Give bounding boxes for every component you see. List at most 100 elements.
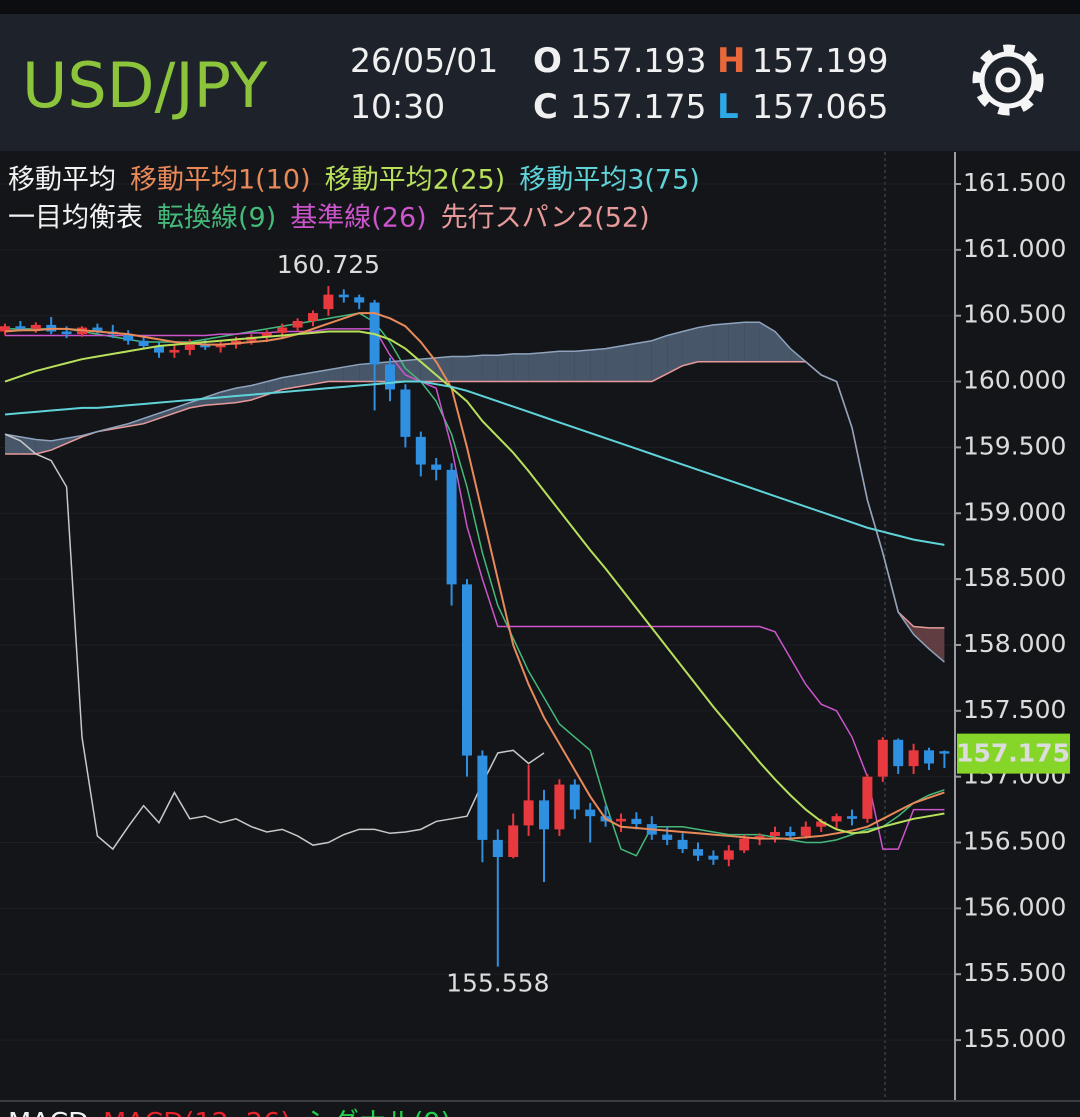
candle-body [939, 751, 950, 754]
y-tick-label: 156.000 [963, 892, 1066, 921]
candle-body [862, 776, 873, 819]
cloud-segment [282, 374, 298, 390]
cloud-segment [297, 372, 313, 387]
ichimoku-line [4, 433, 545, 851]
candle-body [569, 784, 580, 810]
ichimoku-line [5, 361, 945, 629]
candle-body [184, 344, 195, 350]
cloud-segment [698, 324, 714, 362]
y-tick-label: 159.000 [963, 497, 1066, 526]
cloud-segment [143, 413, 159, 424]
cloud-segment [528, 352, 544, 382]
low-annotation: 155.558 [446, 969, 549, 998]
cloud-segment [51, 438, 67, 451]
moving-average-line [4, 380, 945, 546]
y-tick-label: 155.000 [963, 1024, 1066, 1053]
candle-body [123, 334, 134, 341]
date: 26/05/01 [350, 41, 498, 80]
cloud-segment [236, 385, 252, 403]
cloud-segment [313, 369, 329, 385]
candle-body [708, 855, 719, 860]
y-tick-label: 158.000 [963, 629, 1066, 658]
cloud-segment [574, 349, 591, 382]
cloud-segment [174, 402, 190, 414]
y-tick-label: 161.000 [963, 234, 1066, 263]
candle-body [785, 831, 796, 836]
plot-area [0, 183, 955, 1041]
cloud-segment [605, 345, 621, 382]
cloud-segment [20, 436, 36, 454]
moving-average-legend-entry: 移動平均1(10) [130, 165, 311, 196]
y-tick-label: 160.000 [963, 366, 1066, 395]
candle-body [169, 349, 180, 353]
cloud-segment [436, 356, 452, 382]
candle-body [400, 389, 411, 437]
cloud-segment [913, 626, 929, 649]
candle-body [446, 469, 457, 585]
candle-body [30, 324, 41, 329]
candle-body [893, 739, 904, 767]
cloud-segment [590, 348, 606, 382]
candle-body [292, 320, 303, 328]
gear-ring [979, 51, 1037, 109]
candle-body [908, 750, 919, 767]
candle-body [831, 816, 842, 822]
candle-body [539, 800, 549, 830]
cloud-segment [636, 340, 652, 382]
status-strip [0, 0, 1080, 14]
ichimoku-legend-title: 一目均衡表 [8, 203, 143, 234]
gear-hub [995, 67, 1021, 93]
candle-body [739, 838, 750, 851]
candle-body [554, 784, 565, 830]
candle-body [585, 809, 596, 817]
candle-body [338, 294, 349, 298]
open-letter: O [533, 41, 562, 81]
symbol: USD/JPY [22, 49, 268, 122]
candle-body [662, 834, 673, 840]
candle-body [877, 739, 888, 777]
ichimoku-line [5, 328, 945, 850]
candle-body [723, 850, 734, 860]
candle-body [15, 326, 26, 329]
cloud-segment [451, 356, 467, 382]
cloud-segment [728, 322, 745, 362]
candle-body [61, 331, 72, 335]
close-value: 157.175 [570, 87, 706, 126]
macd-legend-entry: MACD(12, 26) [103, 1108, 291, 1117]
cloud-segment [159, 407, 175, 419]
candle-body [816, 821, 827, 827]
candle-body [354, 297, 365, 303]
price-tag-label: 157.175 [956, 739, 1070, 768]
cloud-segment [713, 323, 729, 362]
settings-button[interactable] [972, 44, 1044, 116]
candle-body [693, 849, 703, 856]
candle-body [462, 584, 472, 756]
candle-body [0, 326, 10, 332]
gear-teeth [972, 44, 1044, 116]
candle-body [308, 313, 318, 321]
candle-body [92, 327, 103, 332]
y-tick-label: 155.500 [963, 958, 1066, 987]
cloud-segment [420, 357, 437, 382]
moving-average-line [4, 330, 945, 835]
cloud-segment [497, 353, 514, 382]
high-letter: H [717, 41, 745, 81]
y-tick-label: 159.500 [963, 431, 1066, 460]
y-tick-label: 161.500 [963, 168, 1066, 197]
candle-body [215, 344, 226, 348]
cloud-segment [775, 331, 791, 362]
candle-body [415, 436, 426, 465]
cloud-segment [759, 322, 775, 362]
candle-body [631, 818, 642, 825]
cloud-segment [359, 363, 375, 382]
cloud-segment [343, 364, 360, 382]
y-tick-label: 157.500 [963, 695, 1066, 724]
cloud-segment [929, 627, 945, 663]
price-tag [957, 733, 1070, 774]
moving-average-legend-title: 移動平均 [8, 165, 116, 196]
candle-body [616, 818, 626, 822]
cloud-segment [651, 335, 668, 382]
candle-body [924, 750, 934, 764]
candle-body [154, 345, 164, 353]
